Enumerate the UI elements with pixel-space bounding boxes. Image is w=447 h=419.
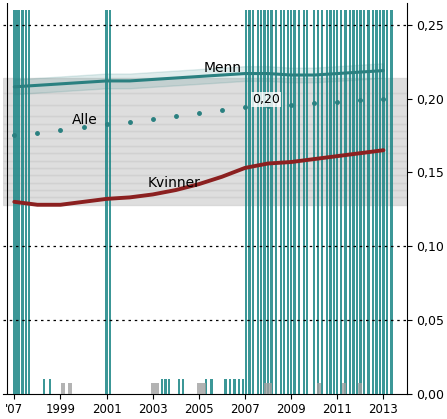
- Bar: [287, 10, 289, 393]
- Bar: [375, 10, 378, 393]
- Bar: [317, 383, 321, 393]
- Bar: [3, 190, 406, 197]
- Bar: [382, 10, 384, 393]
- Bar: [168, 379, 170, 393]
- Bar: [363, 10, 365, 393]
- Bar: [3, 124, 406, 131]
- Bar: [333, 10, 335, 393]
- Bar: [342, 383, 346, 393]
- Text: Kvinner: Kvinner: [148, 176, 201, 190]
- Bar: [43, 379, 46, 393]
- Bar: [3, 104, 406, 116]
- Bar: [18, 10, 20, 393]
- Bar: [329, 10, 332, 393]
- Bar: [270, 10, 273, 393]
- Bar: [164, 379, 167, 393]
- Bar: [178, 379, 181, 393]
- Bar: [390, 10, 392, 393]
- Bar: [263, 10, 266, 393]
- Bar: [3, 183, 406, 190]
- Bar: [358, 383, 363, 393]
- Bar: [3, 138, 406, 146]
- Bar: [109, 10, 111, 393]
- Bar: [13, 10, 16, 393]
- Bar: [25, 10, 27, 393]
- Text: Alle: Alle: [72, 113, 98, 127]
- Bar: [264, 383, 268, 393]
- Bar: [3, 131, 406, 138]
- Bar: [3, 153, 406, 160]
- Bar: [283, 10, 285, 393]
- Bar: [211, 379, 213, 393]
- Text: 0,20: 0,20: [252, 93, 280, 106]
- Bar: [3, 93, 406, 104]
- Bar: [340, 10, 342, 393]
- Bar: [151, 383, 155, 393]
- Bar: [241, 379, 244, 393]
- Bar: [229, 379, 231, 393]
- Bar: [3, 175, 406, 183]
- Bar: [280, 10, 282, 393]
- Bar: [205, 379, 207, 393]
- Bar: [249, 10, 251, 393]
- Bar: [386, 10, 388, 393]
- Bar: [252, 10, 254, 393]
- Text: Menn: Menn: [203, 61, 241, 75]
- Bar: [61, 383, 65, 393]
- Bar: [367, 10, 370, 393]
- Bar: [316, 10, 319, 393]
- Bar: [245, 10, 247, 393]
- Bar: [352, 10, 354, 393]
- Bar: [313, 10, 316, 393]
- Bar: [268, 383, 273, 393]
- Bar: [202, 383, 206, 393]
- Bar: [306, 10, 308, 393]
- Bar: [344, 10, 346, 393]
- Bar: [303, 10, 305, 393]
- Bar: [238, 379, 240, 393]
- Bar: [197, 383, 201, 393]
- Bar: [28, 10, 30, 393]
- Bar: [356, 10, 358, 393]
- Bar: [3, 78, 406, 93]
- Bar: [16, 10, 18, 393]
- Bar: [3, 197, 406, 205]
- Bar: [321, 10, 324, 393]
- Bar: [257, 10, 259, 393]
- Bar: [379, 10, 381, 393]
- Bar: [49, 379, 51, 393]
- Bar: [3, 168, 406, 175]
- Bar: [155, 383, 160, 393]
- Bar: [181, 379, 184, 393]
- Bar: [290, 10, 292, 393]
- Bar: [349, 10, 351, 393]
- Bar: [336, 10, 338, 393]
- Bar: [359, 10, 362, 393]
- Bar: [3, 116, 406, 124]
- Bar: [275, 10, 277, 393]
- Bar: [294, 10, 296, 393]
- Bar: [298, 10, 300, 393]
- Bar: [105, 10, 108, 393]
- Bar: [161, 379, 163, 393]
- Bar: [267, 10, 269, 393]
- Bar: [326, 10, 328, 393]
- Bar: [3, 160, 406, 168]
- Bar: [372, 10, 374, 393]
- Bar: [67, 383, 72, 393]
- Bar: [21, 10, 24, 393]
- Bar: [260, 10, 262, 393]
- Bar: [3, 146, 406, 153]
- Bar: [233, 379, 236, 393]
- Bar: [224, 379, 227, 393]
